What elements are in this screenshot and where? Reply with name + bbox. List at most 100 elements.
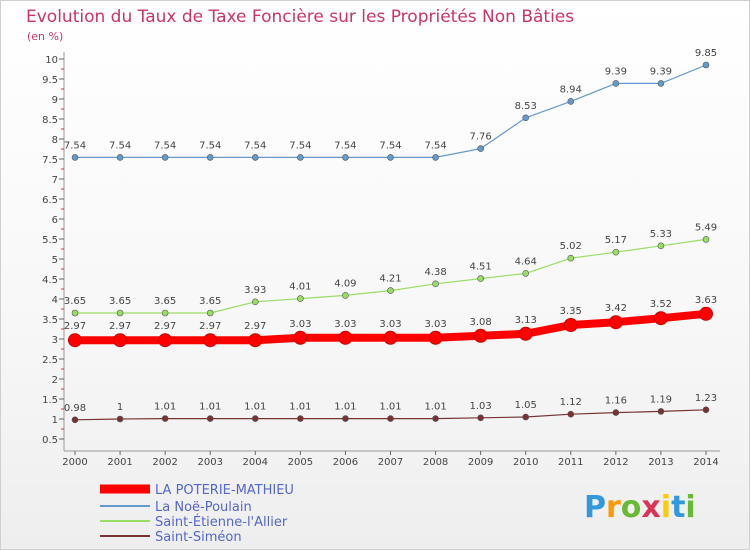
data-point (342, 292, 349, 299)
data-label: 1.03 (470, 401, 492, 412)
x-tick-label: 2009 (468, 457, 493, 468)
data-point (342, 154, 349, 161)
data-point (338, 330, 353, 345)
data-point (612, 409, 620, 416)
data-point (68, 333, 82, 348)
axes: 0.5 1 1.5 2 2.5 3 3.5 4 4.5 5 5.5 6 6.5 7 7.5 8 8.5 9 9.5 1… (42, 52, 720, 468)
data-point (387, 154, 394, 161)
data-point (518, 326, 533, 341)
data-point (612, 248, 620, 256)
legend: LA POTERIE-MATHIEU La Noë-PoulainSaint-Ét… (100, 483, 294, 545)
data-point (608, 315, 623, 330)
legend-label: LA POTERIE-MATHIEU (155, 483, 294, 498)
data-label: 3.93 (244, 285, 266, 296)
y-tick-label: 5.5 (42, 235, 58, 246)
data-point (563, 318, 578, 332)
y-tick-label: 2.5 (42, 355, 58, 366)
data-label: 3.03 (424, 319, 446, 330)
x-tick-label: 2014 (693, 457, 718, 468)
data-label: 2.97 (154, 321, 176, 332)
data-label: 7.54 (379, 140, 401, 151)
chart-subtitle: (en %) (27, 30, 63, 43)
data-label: 2.97 (109, 321, 131, 332)
chart-title: Evolution du Taux de Taxe Foncière sur l… (26, 7, 574, 27)
data-point (297, 295, 304, 302)
data-point (702, 406, 710, 414)
data-point (567, 410, 575, 418)
data-point (477, 145, 484, 152)
x-tick-label: 2002 (152, 457, 177, 468)
data-label: 3.65 (109, 296, 131, 307)
data-labels-group: 7.54 7.54 7.54 7.54 7.54 7.54 7.54 7.54 7.54 7.76… (64, 48, 717, 414)
data-label: 1.23 (695, 393, 717, 404)
data-point (657, 408, 665, 415)
data-point (161, 309, 169, 317)
x-tick-label: 2001 (107, 457, 132, 468)
data-point (477, 414, 484, 422)
legend-label: La Noë-Poulain (155, 500, 252, 515)
data-label: 3.65 (154, 296, 176, 307)
logo-letter: t (671, 490, 685, 525)
data-point (477, 275, 484, 282)
data-label: 1.01 (334, 402, 356, 413)
data-label: 7.54 (244, 140, 266, 151)
data-point (428, 330, 443, 345)
data-label: 5.33 (650, 229, 672, 240)
y-tick-label: 5 (52, 255, 58, 266)
proxiti-logo: Proxiti (584, 490, 696, 525)
data-label: 5.17 (605, 235, 627, 246)
data-point (702, 61, 710, 69)
data-point (473, 328, 488, 343)
data-label: 1.01 (379, 402, 401, 413)
data-point (657, 80, 665, 87)
data-label: 3.03 (334, 319, 356, 330)
data-label: 3.63 (695, 295, 717, 306)
data-label: 3.65 (64, 296, 86, 307)
logo-letter: i (685, 490, 695, 525)
data-label: 7.54 (64, 140, 86, 151)
data-label: 1.01 (289, 402, 311, 413)
data-point (203, 333, 218, 348)
data-point (522, 413, 530, 421)
data-label: 1.01 (244, 402, 266, 413)
data-point (702, 236, 710, 243)
y-tick-label: 3.5 (42, 315, 58, 326)
data-point (657, 242, 665, 250)
y-tick-label: 10 (45, 55, 58, 66)
data-point (612, 80, 620, 87)
data-point (158, 333, 173, 348)
data-label: 9.85 (695, 48, 717, 59)
data-point (251, 298, 259, 306)
data-point (251, 415, 259, 422)
y-tick-label: 0.5 (42, 435, 58, 446)
data-label: 1.05 (515, 400, 537, 411)
x-tick-label: 2011 (558, 457, 583, 468)
x-tick-label: 2006 (333, 457, 358, 468)
data-point (161, 415, 169, 422)
logo-letter: P (584, 490, 606, 525)
data-point (432, 415, 439, 422)
data-label: 3.03 (379, 319, 401, 330)
data-label: 7.54 (424, 140, 446, 151)
y-tick-label: 7.5 (42, 155, 58, 166)
y-tick-label: 9 (52, 95, 58, 106)
data-point (567, 98, 575, 105)
data-label: 1.01 (199, 402, 221, 413)
data-point (161, 154, 169, 161)
x-tick-label: 2005 (288, 457, 313, 468)
data-point (342, 415, 349, 422)
data-point (71, 416, 79, 424)
data-label: 4.64 (515, 256, 537, 267)
data-label: 3.13 (515, 315, 537, 326)
data-label: 1.19 (650, 394, 672, 405)
y-tick-label: 4.5 (42, 275, 58, 286)
data-point (522, 270, 530, 277)
data-point (206, 309, 214, 317)
data-label: 1.16 (605, 396, 627, 407)
y-tick-label: 1 (52, 415, 58, 426)
data-label: 4.38 (424, 267, 446, 278)
data-label: 8.53 (515, 101, 537, 112)
data-label: 4.01 (289, 282, 311, 293)
